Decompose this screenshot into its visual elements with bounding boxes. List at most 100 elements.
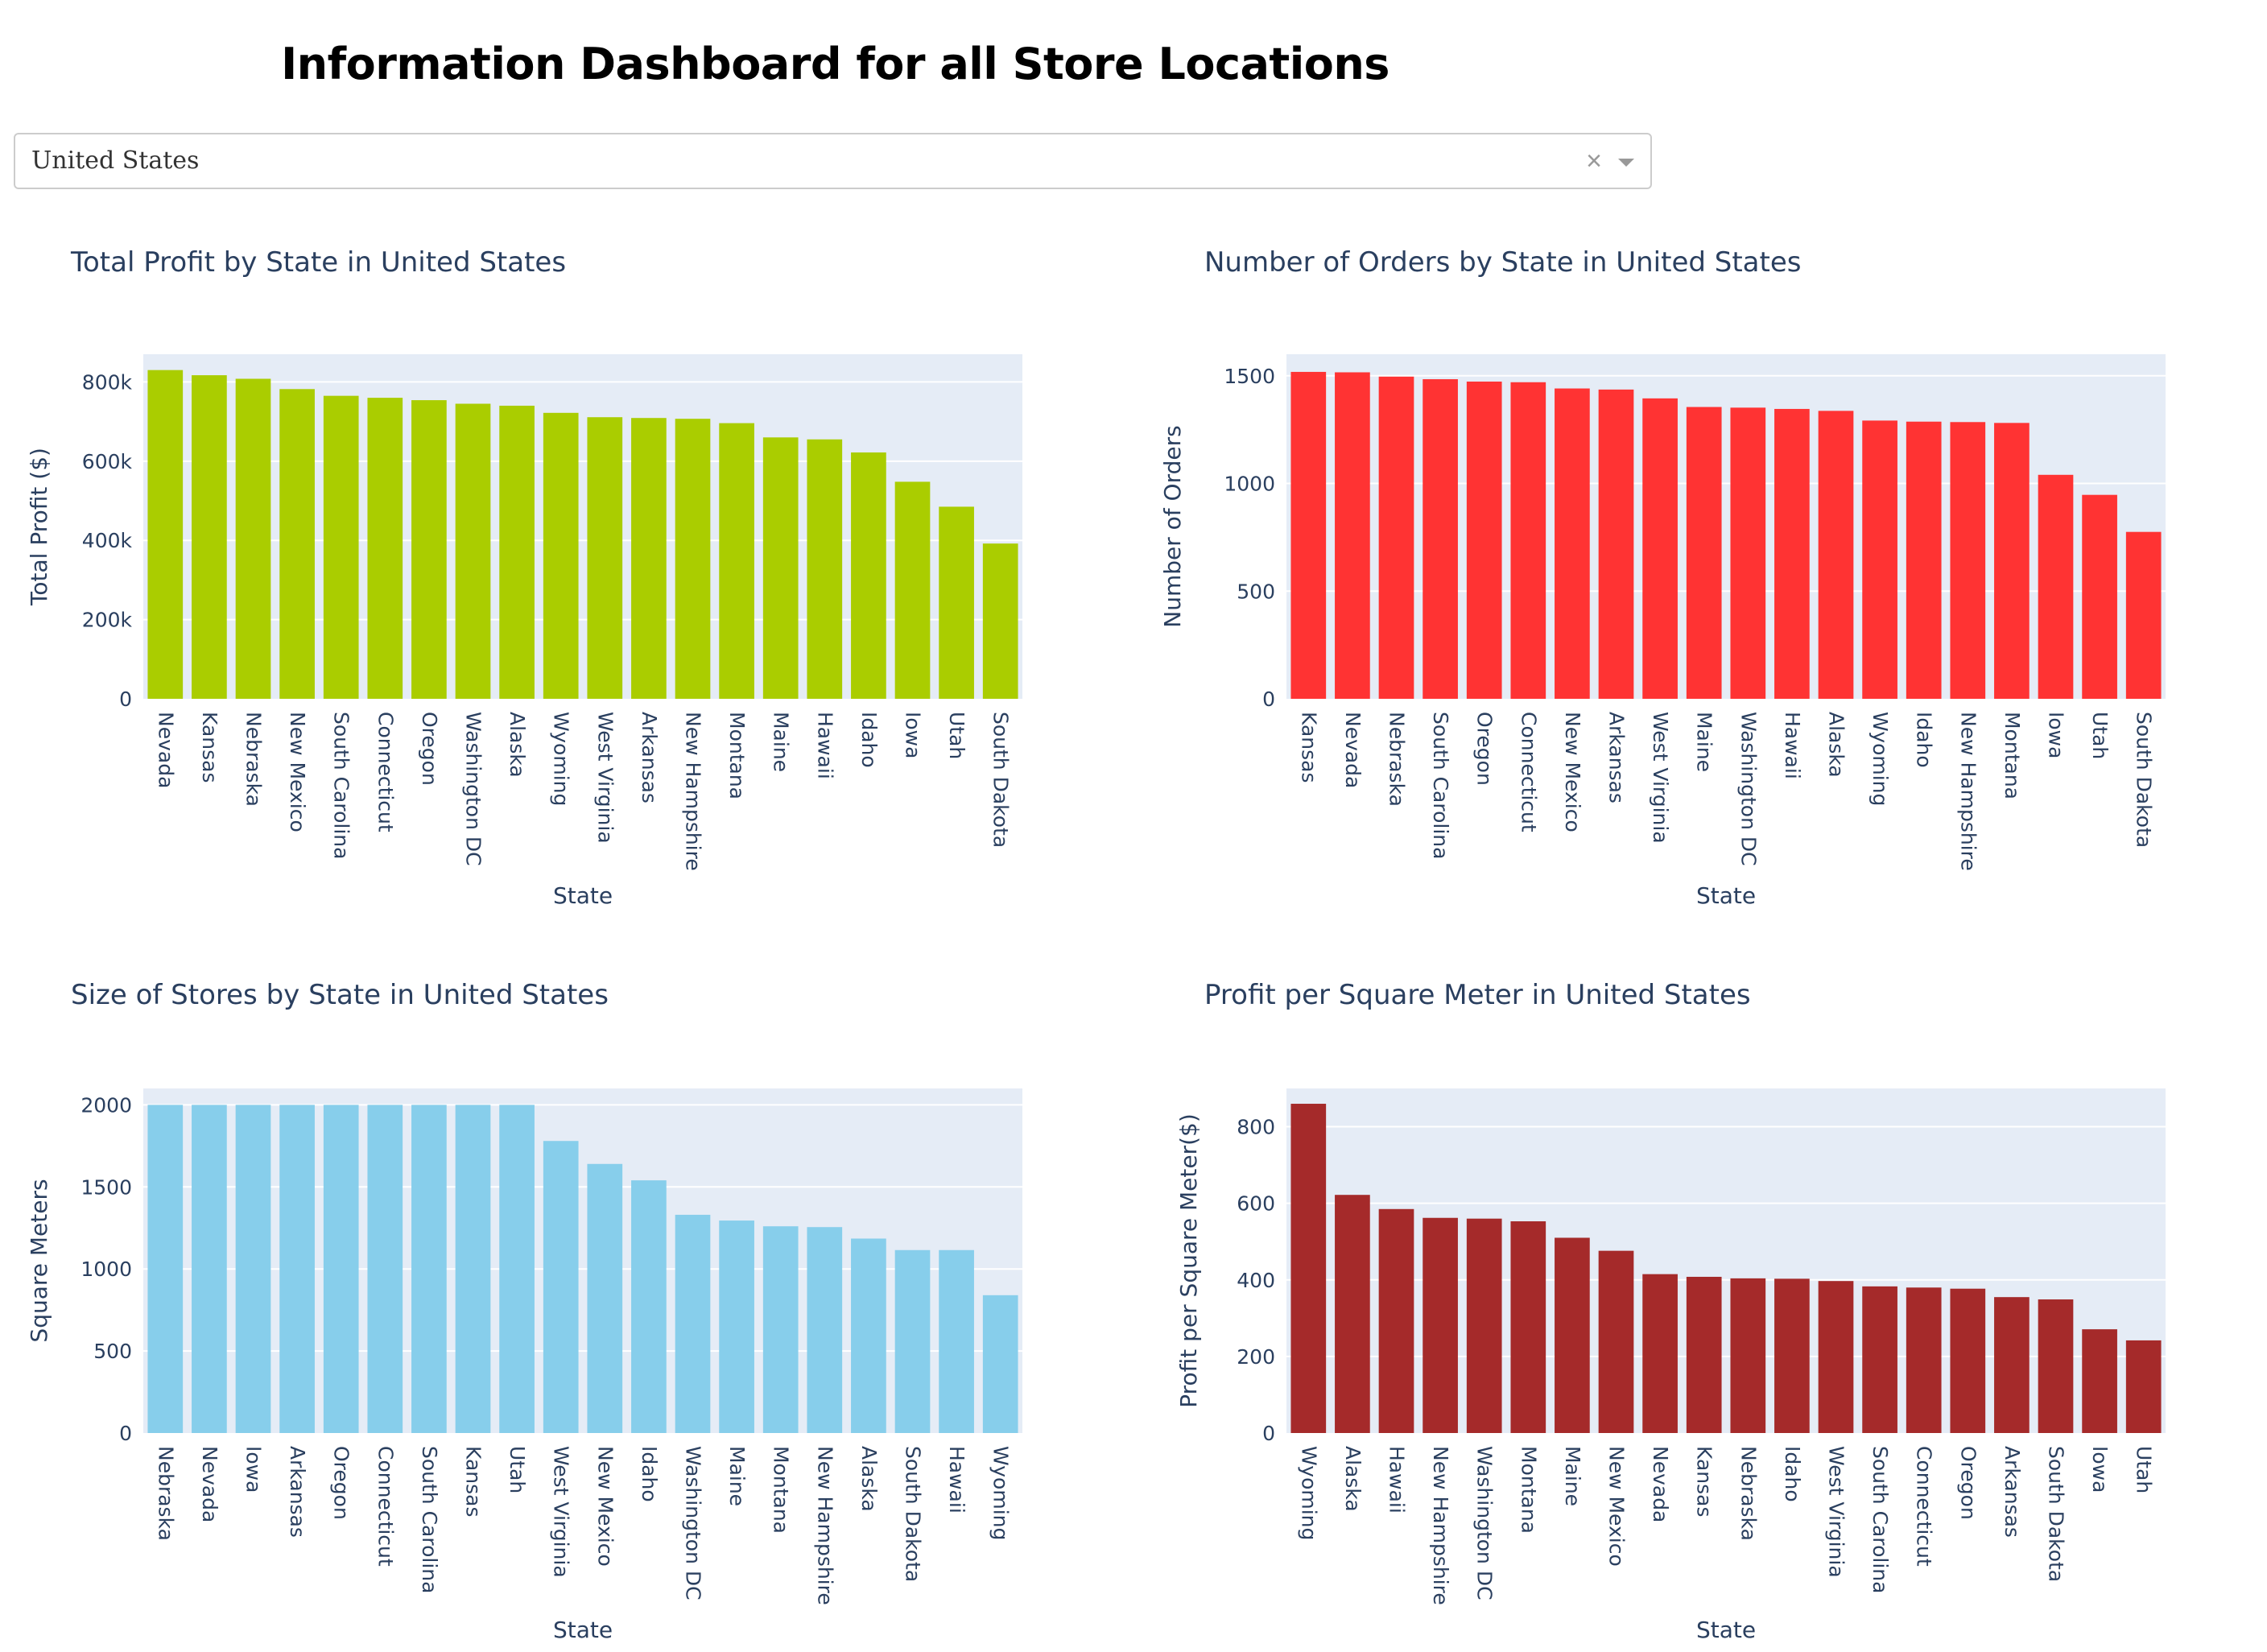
y-tick-label: 600 [1237, 1192, 1275, 1216]
x-tick-label: Hawaii [945, 1446, 968, 1514]
x-tick-label: South Dakota [989, 712, 1013, 848]
x-tick-label: Hawaii [813, 712, 836, 779]
chart-title: Profit per Square Meter in United States [1204, 979, 1751, 1011]
bar-washington-dc [455, 403, 491, 699]
x-tick-label: Iowa [2045, 712, 2068, 758]
bar-kansas [1686, 1276, 1722, 1433]
x-axis-label: State [553, 1617, 613, 1643]
bar-idaho [1774, 1278, 1810, 1433]
x-tick-label: Idaho [857, 712, 881, 768]
x-tick-label: Maine [770, 712, 793, 772]
bar-connecticut [367, 1105, 403, 1433]
x-tick-label: Wyoming [1297, 1446, 1320, 1540]
plot-area [143, 354, 1022, 699]
x-tick-label: Montana [2001, 712, 2024, 799]
y-tick-label: 1500 [1224, 365, 1275, 388]
y-tick-label: 1500 [81, 1175, 132, 1199]
x-tick-label: Wyoming [550, 712, 573, 806]
bar-nebraska [235, 378, 271, 699]
bar-south-dakota [2038, 1299, 2074, 1433]
x-tick-label: Iowa [2088, 1446, 2112, 1493]
y-tick-label: 200k [82, 609, 133, 632]
bar-iowa [2038, 474, 2074, 699]
bar-utah [499, 1105, 535, 1433]
bar-south-dakota [2125, 531, 2162, 699]
x-tick-label: Idaho [638, 1446, 661, 1502]
x-tick-label: Connecticut [1517, 712, 1540, 832]
x-tick-label: Nebraska [242, 712, 266, 807]
x-tick-label: New Mexico [593, 1446, 617, 1567]
bar-alaska [1335, 1195, 1370, 1433]
x-tick-label: Connecticut [374, 712, 397, 832]
x-tick-label: Nebraska [154, 1446, 177, 1541]
bar-wyoming [1290, 1104, 1327, 1433]
x-tick-label: New Hampshire [1429, 1446, 1452, 1605]
bar-oregon [411, 400, 447, 699]
x-tick-label: Kansas [1297, 712, 1320, 783]
y-axis-label: Number of Orders [1159, 425, 1186, 627]
x-tick-label: Iowa [242, 1446, 266, 1493]
chart-title: Total Profit by State in United States [70, 246, 566, 279]
bar-south-dakota [894, 1249, 931, 1433]
x-tick-label: Wyoming [1869, 712, 1892, 806]
bar-hawaii [1774, 408, 1810, 699]
x-tick-label: Nebraska [1736, 1446, 1760, 1541]
chart-profit-per-square-meter: Profit per Square Meter in United States… [1175, 979, 2166, 1643]
x-tick-label: Alaska [1825, 712, 1848, 778]
x-tick-label: Wyoming [989, 1446, 1013, 1540]
x-tick-label: West Virginia [593, 712, 617, 844]
y-axis-label: Total Profit ($) [26, 448, 52, 606]
clear-icon[interactable]: × [1586, 146, 1602, 176]
x-tick-label: Hawaii [1781, 712, 1804, 779]
x-tick-label: Arkansas [286, 1446, 309, 1538]
x-tick-label: Alaska [506, 712, 529, 778]
bar-arkansas [631, 418, 667, 699]
x-tick-label: Alaska [857, 1446, 881, 1512]
bar-oregon [1466, 381, 1502, 699]
x-tick-label: Oregon [1956, 1446, 1980, 1520]
y-tick-label: 800k [82, 370, 133, 394]
x-tick-label: Arkansas [638, 712, 661, 803]
x-tick-label: Oregon [330, 1446, 353, 1520]
x-tick-label: Connecticut [1913, 1446, 1936, 1567]
bar-iowa [235, 1105, 271, 1433]
plot-area [143, 1088, 1022, 1433]
y-tick-label: 1000 [81, 1258, 132, 1281]
y-tick-label: 200 [1237, 1345, 1275, 1369]
bar-west-virginia [543, 1141, 579, 1433]
bar-new-hampshire [1423, 1217, 1458, 1433]
x-tick-label: Nebraska [1385, 712, 1409, 807]
bar-maine [719, 1220, 754, 1433]
x-tick-label: New Mexico [1561, 712, 1584, 832]
y-tick-label: 0 [119, 1422, 132, 1445]
x-tick-label: South Carolina [1869, 1446, 1892, 1593]
bar-new-mexico [1555, 388, 1590, 699]
bar-montana [1994, 423, 2030, 699]
x-tick-label: Maine [725, 1446, 749, 1506]
x-tick-label: Montana [725, 712, 749, 799]
bar-new-mexico [279, 389, 315, 699]
bar-alaska [499, 405, 535, 699]
bar-maine [762, 437, 799, 699]
bar-wyoming [1862, 420, 1897, 699]
chart-store-size: Size of Stores by State in United States… [26, 979, 1022, 1643]
y-tick-label: 400k [82, 529, 133, 552]
chevron-down-icon[interactable] [1618, 159, 1634, 167]
y-tick-label: 0 [1262, 1422, 1275, 1445]
bar-iowa [894, 481, 931, 699]
y-tick-label: 2000 [81, 1093, 132, 1117]
country-dropdown[interactable]: United States × [14, 133, 1652, 189]
bar-alaska [851, 1238, 886, 1433]
bar-montana [762, 1226, 799, 1433]
x-tick-label: West Virginia [550, 1446, 573, 1578]
bar-south-dakota [982, 543, 1018, 699]
y-tick-label: 800 [1237, 1116, 1275, 1139]
bar-arkansas [1598, 389, 1634, 699]
page-title: Information Dashboard for all Store Loca… [281, 39, 1390, 89]
bar-new-hampshire [675, 419, 711, 699]
bar-montana [1510, 1221, 1546, 1433]
dropdown-selected-value: United States [31, 147, 200, 175]
bar-hawaii [939, 1249, 974, 1433]
x-axis-label: State [553, 882, 613, 909]
bar-oregon [1950, 1288, 1986, 1433]
